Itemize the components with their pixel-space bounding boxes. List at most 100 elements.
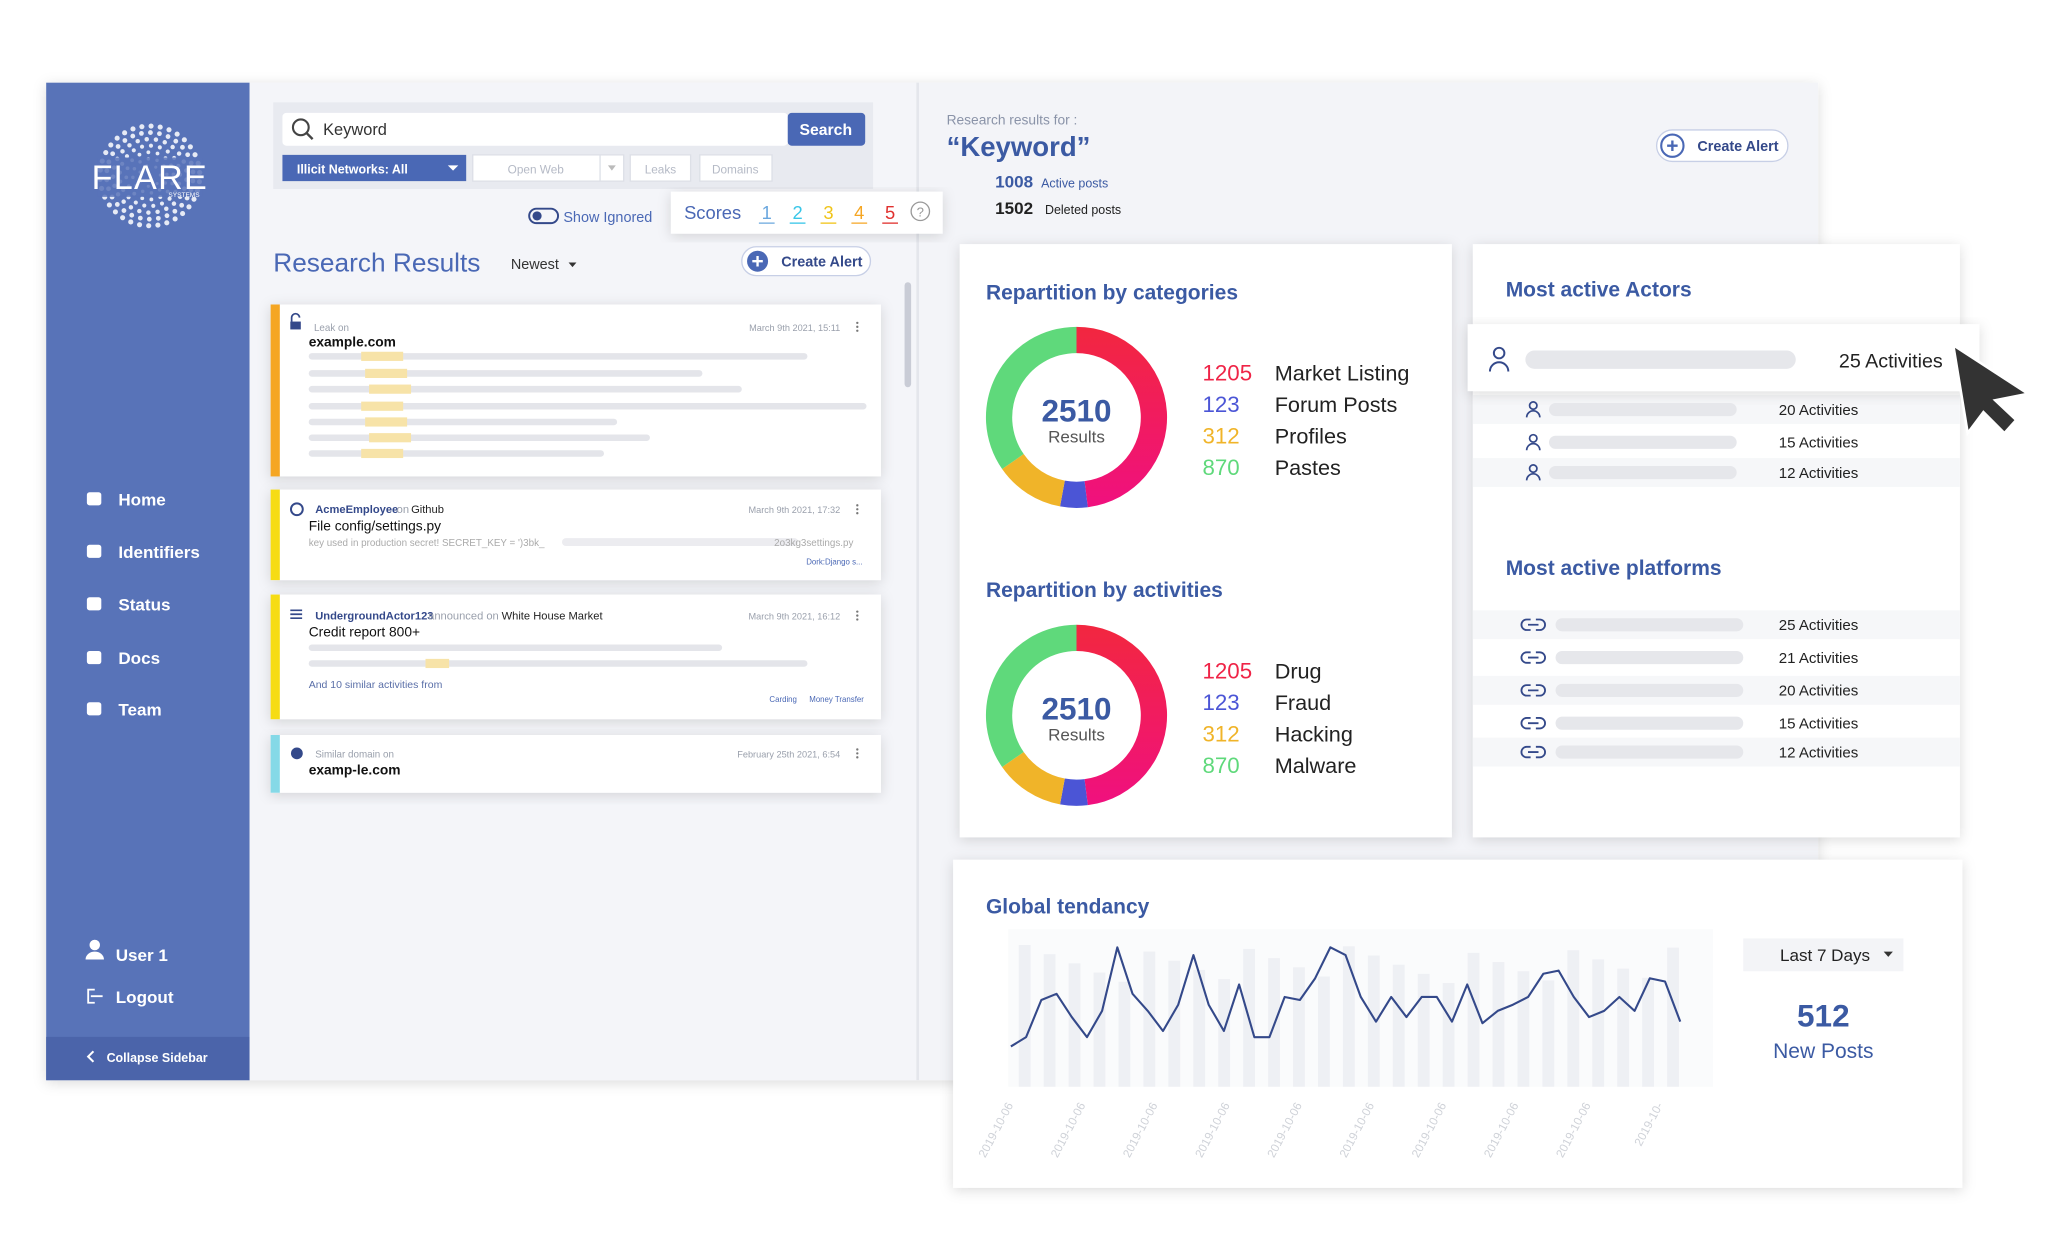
toggle-label: Show Ignored — [563, 210, 652, 226]
range-select[interactable] — [1743, 938, 1904, 972]
collapse-bar[interactable] — [46, 1036, 250, 1081]
toggle[interactable] — [528, 207, 560, 225]
logo-dot — [133, 200, 138, 205]
leaks-filter[interactable] — [629, 154, 692, 182]
menu-dot — [856, 752, 859, 755]
blurred-text — [308, 351, 867, 459]
section-title: Most active platforms — [1506, 557, 1722, 580]
legend-value: 123 — [1203, 690, 1240, 715]
redacted-name — [1555, 618, 1744, 632]
score-option[interactable]: 2 — [792, 202, 802, 223]
logo-dot — [165, 149, 170, 154]
item-similar: And 10 similar activities from — [309, 679, 443, 691]
redacted-name — [1555, 651, 1744, 665]
blurred-line — [308, 402, 867, 410]
scores-label: Scores — [684, 202, 741, 223]
item-date: March 9th 2021, 16:12 — [748, 612, 840, 622]
logo-dot — [121, 208, 127, 213]
logo-dot — [120, 149, 125, 154]
logout[interactable]: Logout — [116, 988, 174, 1007]
score-option[interactable]: 4 — [854, 202, 864, 223]
result-card[interactable] — [270, 735, 881, 793]
user-icon — [89, 939, 100, 951]
menu-dot — [856, 748, 859, 751]
nav-item[interactable]: Identifiers — [118, 543, 199, 562]
logo-dot — [103, 150, 109, 156]
result-card[interactable] — [270, 489, 881, 581]
redacted-name — [1555, 683, 1744, 697]
item-author: AcmeEmployee — [315, 504, 398, 516]
sort-select[interactable]: Newest — [511, 257, 559, 273]
domains-filter[interactable] — [699, 154, 773, 182]
highlight — [361, 401, 404, 411]
network-select[interactable] — [282, 154, 467, 182]
redacted-name — [1549, 465, 1737, 480]
toggle-knob — [532, 211, 542, 221]
create-alert-button[interactable] — [741, 246, 872, 277]
item-title: Credit report 800+ — [309, 625, 420, 640]
logo-dot — [185, 152, 191, 158]
background-column — [1442, 983, 1455, 1087]
background-column — [1592, 959, 1605, 1087]
logo-dot — [121, 199, 126, 204]
create-alert-button[interactable] — [1655, 129, 1789, 163]
nav-icon — [86, 597, 102, 611]
chart-title: Global tendancy — [986, 896, 1150, 919]
legend-value: 312 — [1203, 722, 1240, 747]
menu-dot — [856, 329, 859, 332]
nav-item[interactable]: Team — [118, 700, 161, 719]
plus-icon — [1667, 140, 1678, 151]
logo-dot — [164, 220, 170, 226]
donut-segment — [1060, 778, 1088, 806]
person-icon — [1525, 472, 1541, 481]
donut-segment — [1076, 326, 1168, 508]
logo-dot — [146, 150, 151, 155]
logo-dot — [187, 144, 193, 150]
item-platform: White House Market — [502, 611, 604, 623]
logo-dot — [171, 201, 177, 206]
menu-dot — [856, 618, 859, 621]
logo-dot — [176, 151, 182, 156]
filter-label: Leaks — [645, 162, 677, 176]
background-column — [1392, 964, 1405, 1087]
search-icon — [291, 118, 310, 137]
user-name: User 1 — [116, 946, 168, 965]
search-button[interactable] — [787, 112, 866, 146]
item-platform: Github — [411, 504, 444, 516]
blurred-line — [308, 418, 618, 426]
plus-icon — [1660, 133, 1685, 158]
nav-item[interactable]: Docs — [118, 649, 160, 668]
scrollbar[interactable] — [904, 282, 912, 388]
legend-label: Profiles — [1275, 424, 1347, 449]
range-select-label[interactable]: Last 7 Days — [1780, 946, 1870, 965]
chart-title: Repartition by activities — [986, 579, 1223, 602]
blurred-line — [308, 353, 808, 360]
item-site: examp-le.com — [309, 762, 401, 777]
logo-dot — [137, 208, 142, 214]
logo-dot — [173, 138, 179, 144]
logo-dot — [146, 216, 152, 222]
score-option[interactable]: 3 — [823, 202, 833, 223]
score-option[interactable]: 5 — [885, 202, 895, 223]
chevron — [86, 1050, 95, 1063]
activity-count: 12 Activities — [1779, 744, 1859, 761]
person-icon — [1492, 346, 1506, 360]
open-web-select[interactable] — [472, 154, 625, 182]
help-icon[interactable] — [910, 201, 931, 222]
activity-count: 25 Activities — [1839, 351, 1943, 373]
repartition-card — [959, 244, 1452, 838]
logo-dot — [172, 208, 178, 214]
background-column — [1318, 976, 1330, 1087]
logo-dot — [162, 140, 167, 145]
search-input[interactable] — [282, 112, 788, 146]
result-card[interactable] — [270, 594, 881, 720]
donut-segment — [1002, 751, 1065, 805]
nav-item[interactable]: Home — [118, 490, 165, 509]
nav-item[interactable]: Status — [118, 595, 170, 614]
logo-dot — [128, 205, 134, 210]
logo-dot — [172, 216, 178, 222]
logo-dot — [139, 144, 145, 149]
caret — [607, 165, 616, 171]
score-option[interactable]: 1 — [762, 202, 772, 223]
